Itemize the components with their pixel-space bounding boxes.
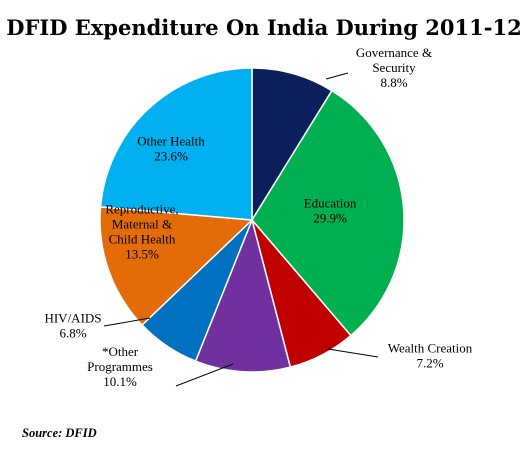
slice-name-label: Maternal & [112, 217, 172, 232]
pie-slice [194, 217, 292, 373]
slice-value-label: 6.8% [59, 326, 86, 341]
slice-label: Other Health 23.6% [137, 134, 205, 164]
slice-name-label: Education [304, 196, 357, 211]
leader-line [175, 363, 234, 387]
slice-name-label: Reproductive, [105, 202, 178, 217]
slice-name-label: Other Health [137, 134, 205, 149]
slice-value-label: 23.6% [154, 149, 188, 164]
slice-label: *Other Programmes 10.1% [87, 344, 153, 389]
chart-title: DFID Expenditure On India During 2011-12 [6, 15, 521, 40]
leader-line [327, 348, 379, 358]
slice-name-label: Wealth Creation [388, 341, 473, 356]
slice-name-label: *Other [102, 344, 139, 359]
slice-label: Reproductive, Maternal & Child Health 13.5% [105, 202, 178, 262]
pie-slice [251, 89, 405, 337]
pie-slice [99, 67, 253, 221]
slice-name-label: Governance & [356, 45, 432, 60]
pie-slice [99, 206, 254, 327]
source-note: Source: DFID [22, 426, 97, 440]
slice-value-label: 7.2% [416, 356, 443, 371]
slice-value-label: 29.9% [313, 211, 347, 226]
slice-label: Education 29.9% [304, 196, 357, 226]
pie-slices [99, 67, 405, 373]
slice-labels: Governance & Security 8.8% Education 29.9% We… [44, 45, 472, 389]
slice-name-label: Child Health [109, 232, 176, 247]
leader-lines [103, 72, 379, 387]
leader-line [325, 72, 349, 80]
slice-name-label: HIV/AIDS [44, 311, 101, 326]
slice-label: Wealth Creation 7.2% [388, 341, 473, 371]
slice-value-label: 10.1% [103, 374, 137, 389]
slice-value-label: 13.5% [125, 247, 159, 262]
slice-label: Governance & Security 8.8% [356, 45, 432, 90]
slice-name-label: Security [372, 60, 416, 75]
pie-slice [251, 67, 333, 223]
slice-name-label: Programmes [87, 359, 153, 374]
slice-value-label: 8.8% [380, 75, 407, 90]
slice-label: HIV/AIDS 6.8% [44, 311, 101, 341]
leader-line [103, 317, 151, 327]
